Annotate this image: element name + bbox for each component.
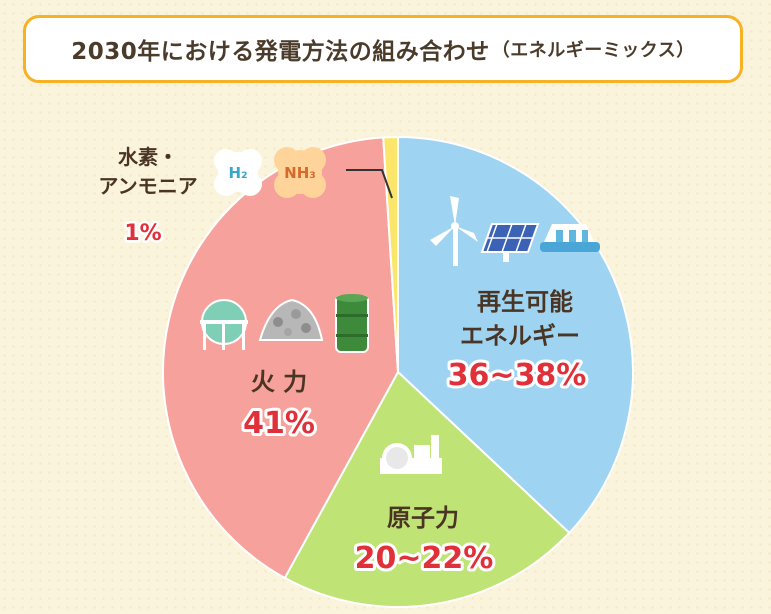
chart-title-box: 2030年における発電方法の組み合わせ （エネルギーミックス） (23, 15, 743, 83)
power-plant-icon (380, 435, 442, 474)
pie-slice-nuclear (283, 370, 571, 608)
hydrogen-value-label: 1% (124, 221, 161, 246)
thermal-label: 火 力 (251, 368, 307, 396)
nuclear-value-label: 20~22% (355, 541, 494, 576)
nh3-label: NH₃ (284, 164, 316, 182)
hydrogen-label-line1: 水素・ (118, 145, 178, 169)
nuclear-label: 原子力 (387, 504, 459, 532)
chart-subtitle: （エネルギーミックス） (491, 40, 695, 61)
hydrogen-label-line2: アンモニア (98, 174, 197, 198)
pie-slice-hydrogen (382, 135, 399, 373)
wind-turbine-icon (430, 196, 478, 266)
renewable-label-line1: 再生可能 (477, 288, 573, 316)
solar-panel-icon (480, 223, 540, 262)
h2-badge-icon: H₂ (214, 149, 262, 196)
h2-label: H₂ (228, 164, 247, 182)
chart-title: 2030年における発電方法の組み合わせ (71, 39, 490, 65)
renewable-value-label: 36~38% (448, 358, 587, 393)
oil-drum-icon (335, 294, 369, 353)
gas-tank-icon (200, 299, 248, 350)
nh3-badge-icon: NH₃ (274, 147, 326, 198)
dam-icon (540, 224, 600, 252)
coal-pile-icon (258, 298, 324, 341)
renewable-label-line2: エネルギー (460, 322, 580, 350)
thermal-value-label: 41% (243, 406, 315, 441)
hydrogen-leader-line (346, 169, 393, 199)
